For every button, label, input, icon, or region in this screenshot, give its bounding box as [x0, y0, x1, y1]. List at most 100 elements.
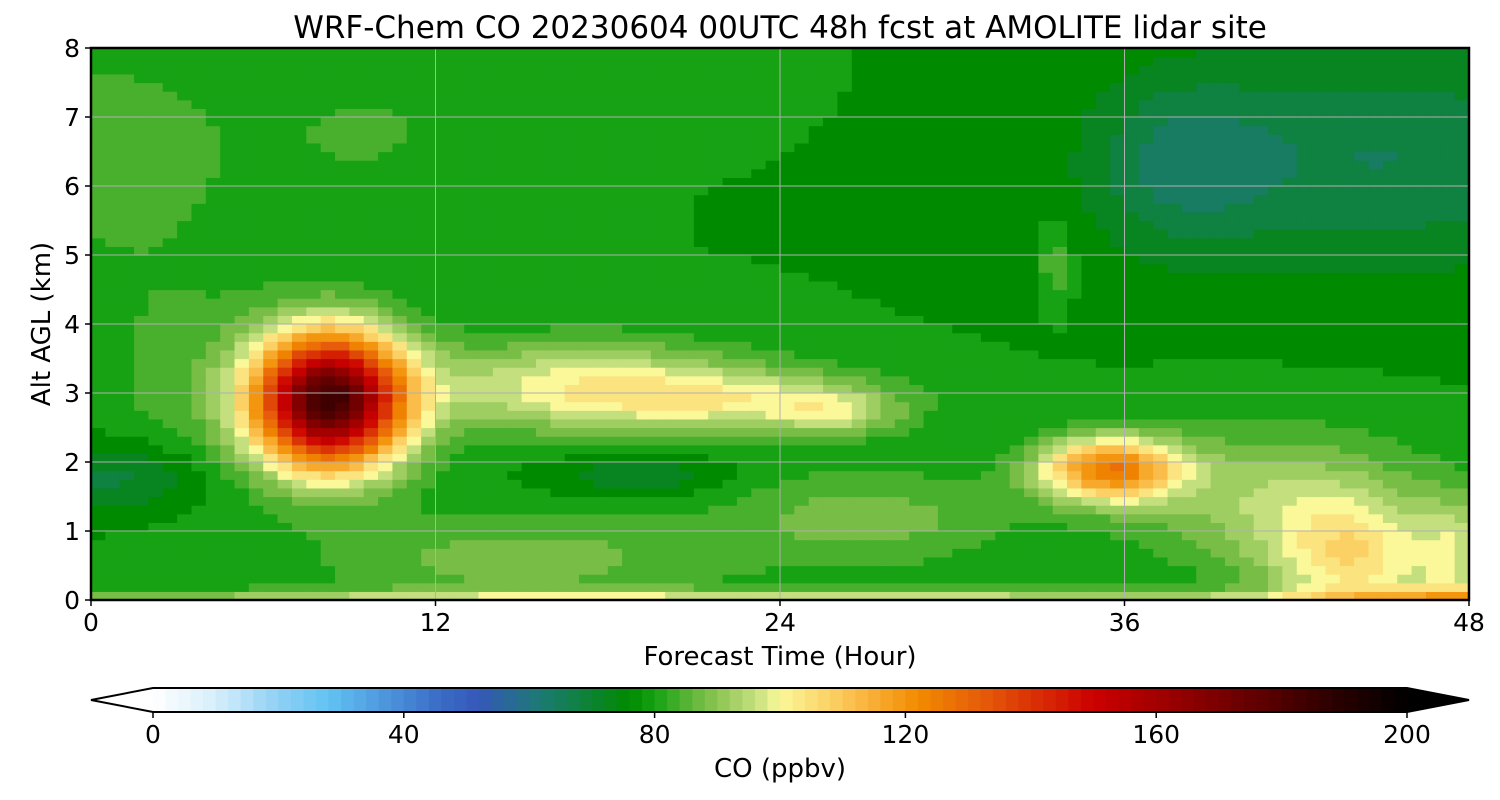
heatmap-cell [952, 427, 968, 437]
heatmap-cell [880, 142, 896, 153]
heatmap-cell [349, 306, 365, 316]
heatmap-cell [693, 505, 709, 515]
heatmap-cell [923, 436, 939, 446]
heatmap-cell [751, 444, 767, 454]
heatmap-cell [794, 556, 810, 567]
heatmap-cell [736, 358, 752, 368]
heatmap-cell [665, 48, 681, 58]
heatmap-cell [966, 427, 982, 437]
heatmap-cell [995, 65, 1011, 75]
heatmap-cell [220, 479, 236, 489]
heatmap-cell [91, 298, 106, 308]
heatmap-cell [894, 229, 910, 239]
heatmap-cell [550, 168, 566, 178]
heatmap-cell [205, 211, 221, 222]
heatmap-cell [1138, 56, 1154, 66]
heatmap-cell [349, 211, 365, 222]
heatmap-cell [1210, 574, 1226, 584]
heatmap-cell [349, 280, 365, 291]
heatmap-cell [579, 349, 594, 360]
heatmap-cell [607, 427, 623, 437]
heatmap-cell [593, 108, 609, 118]
heatmap-cell [277, 280, 293, 291]
heatmap-cell [622, 237, 638, 247]
heatmap-cell [492, 324, 508, 334]
heatmap-cell [636, 548, 652, 558]
heatmap-cell [880, 513, 896, 523]
heatmap-cell [894, 91, 910, 101]
heatmap-cell [823, 427, 839, 437]
heatmap-cell [464, 332, 480, 342]
heatmap-cell [435, 410, 451, 420]
heatmap-cell [363, 453, 379, 463]
heatmap-cell [507, 56, 523, 66]
heatmap-cell [1124, 522, 1140, 532]
heatmap-cell [464, 177, 480, 187]
heatmap-cell [1024, 246, 1039, 256]
heatmap-cell [277, 539, 293, 549]
heatmap-cell [248, 496, 264, 506]
heatmap-cell [1038, 349, 1054, 360]
heatmap-cell [1038, 177, 1054, 187]
heatmap-cell [291, 255, 307, 265]
heatmap-cell [1153, 341, 1169, 351]
heatmap-cell [119, 513, 135, 523]
heatmap-field [91, 48, 1469, 600]
heatmap-cell [320, 462, 336, 472]
heatmap-cell [435, 522, 451, 532]
heatmap-cell [952, 522, 968, 532]
heatmap-cell [91, 349, 106, 360]
heatmap-cell [1052, 496, 1068, 506]
heatmap-cell [306, 142, 322, 153]
heatmap-cell [736, 134, 752, 144]
heatmap-cell [1038, 487, 1054, 498]
heatmap-cell [535, 436, 551, 446]
heatmap-cell [421, 108, 437, 118]
heatmap-cell [765, 272, 781, 282]
heatmap-cell [722, 349, 738, 360]
heatmap-cell [1024, 73, 1039, 84]
heatmap-cell [923, 211, 939, 222]
heatmap-cell [923, 315, 939, 325]
heatmap-cell [535, 246, 551, 256]
heatmap-cell [880, 522, 896, 532]
heatmap-cell [134, 444, 150, 454]
heatmap-cell [205, 117, 221, 127]
heatmap-cell [220, 177, 236, 187]
heatmap-cell [306, 56, 322, 66]
heatmap-cell [880, 367, 896, 377]
heatmap-cell [866, 160, 882, 170]
heatmap-cell [363, 203, 379, 213]
heatmap-cell [1038, 306, 1054, 316]
heatmap-cell [1095, 574, 1111, 584]
heatmap-cell [995, 203, 1011, 213]
heatmap-cell [607, 556, 623, 567]
heatmap-cell [320, 358, 336, 368]
heatmap-cell [349, 82, 365, 92]
heatmap-cell [966, 444, 982, 454]
heatmap-cell [736, 177, 752, 187]
heatmap-cell [378, 487, 394, 498]
heatmap-cell [980, 125, 996, 135]
heatmap-cell [478, 496, 494, 506]
heatmap-cell [492, 194, 508, 204]
heatmap-cell [148, 349, 164, 360]
heatmap-cell [248, 341, 264, 351]
heatmap-cell [291, 487, 307, 498]
heatmap-cell [464, 99, 480, 109]
heatmap-cell [780, 134, 795, 144]
heatmap-cell [349, 298, 365, 308]
heatmap-cell [1153, 349, 1169, 360]
heatmap-cell [91, 220, 106, 230]
heatmap-cell [1110, 496, 1126, 506]
heatmap-cell [148, 151, 164, 161]
heatmap-cell [492, 272, 508, 282]
heatmap-cell [708, 487, 724, 498]
heatmap-cell [722, 246, 738, 256]
heatmap-cell [995, 117, 1011, 127]
heatmap-cell [464, 186, 480, 196]
heatmap-cell [205, 65, 221, 75]
heatmap-cell [205, 539, 221, 549]
heatmap-cell [980, 582, 996, 592]
heatmap-cell [335, 427, 350, 437]
